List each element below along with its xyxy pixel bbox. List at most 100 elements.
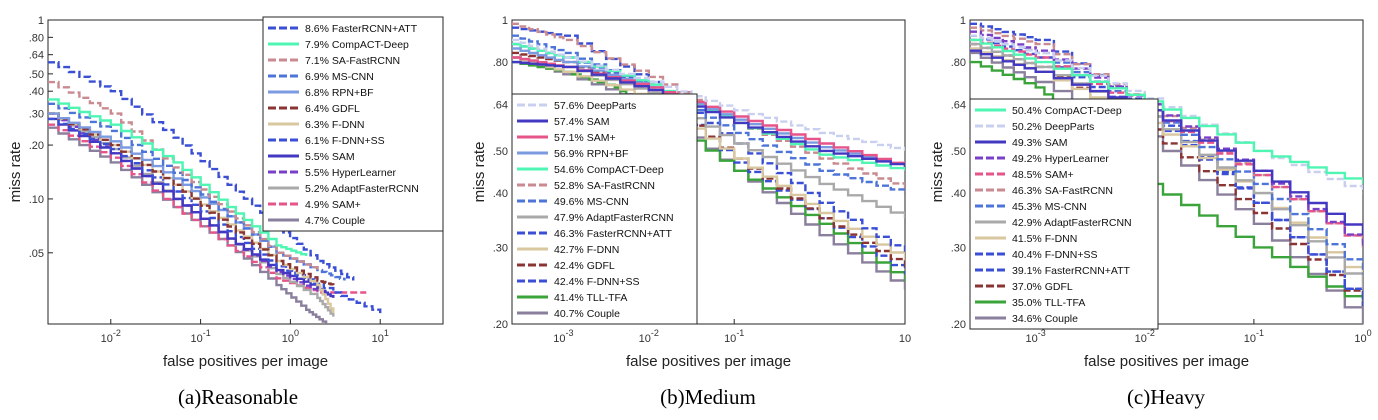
x-tick-label: 10-1 [1244, 328, 1264, 345]
x-tick-label: 10-3 [1026, 328, 1046, 345]
y-tick-label: .40 [493, 188, 508, 200]
legend-entry: 45.3% MS-CNN [1012, 201, 1087, 213]
legend-entry: 41.4% TLL-TFA [554, 292, 627, 304]
legend-entry: 42.4% F-DNN+SS [554, 276, 640, 288]
y-tick-label: .50 [29, 69, 44, 81]
legend-entry: 7.1% SA-FastRCNN [305, 55, 400, 67]
x-axis-label: false positives per image [163, 353, 328, 370]
legend-entry: 49.3% SAM [1012, 137, 1067, 149]
x-tick-label: 10-1 [724, 328, 744, 345]
series-line-fasterrcnn-att [48, 61, 355, 281]
legend-entry: 57.1% SAM+ [554, 132, 616, 144]
y-tick-label: .80 [29, 32, 44, 44]
legend-entry: 4.7% Couple [305, 215, 365, 227]
x-tick-label: 10-2 [101, 328, 121, 345]
x-tick-label: 100 [282, 328, 299, 345]
y-tick-label: .50 [493, 146, 508, 158]
legend-entry: 49.6% MS-CNN [554, 196, 629, 208]
y-tick-label: .80 [951, 57, 966, 69]
legend-entry: 41.5% F-DNN [1012, 233, 1077, 245]
y-axis-label: miss rate [7, 142, 24, 203]
legend-entry: 7.9% CompACT-Deep [305, 39, 409, 51]
y-tick-label: .30 [951, 242, 966, 254]
legend-entry: 52.8% SA-FastRCNN [554, 180, 655, 192]
legend-entry: 57.6% DeepParts [554, 100, 636, 112]
legend-entry: 48.5% SAM+ [1012, 169, 1074, 181]
y-tick-label: .30 [493, 242, 508, 254]
series-line-compact-deep [48, 98, 308, 256]
legend-entry: 37.0% GDFL [1012, 281, 1073, 293]
legend-entry: 40.4% F-DNN+SS [1012, 249, 1098, 261]
x-tick-label: 10-3 [553, 328, 573, 345]
y-tick-label: .50 [951, 146, 966, 158]
panel-caption: (b)Medium [660, 385, 756, 409]
legend-entry: 57.4% SAM [554, 116, 609, 128]
y-tick-label: .20 [493, 319, 508, 331]
legend-entry: 6.4% GDFL [305, 103, 360, 115]
legend-entry: 50.2% DeepParts [1012, 121, 1094, 133]
y-tick-label: .80 [493, 57, 508, 69]
y-tick-label: .64 [951, 99, 966, 111]
y-tick-label: .20 [29, 140, 44, 152]
x-axis-label: false positives per image [626, 353, 791, 370]
panel-caption: (a)Reasonable [178, 385, 298, 409]
legend-entry: 49.2% HyperLearner [1012, 153, 1109, 165]
legend-entry: 6.9% MS-CNN [305, 71, 374, 83]
panel-caption: (c)Heavy [1127, 385, 1206, 409]
legend-entry: 39.1% FasterRCNN+ATT [1012, 265, 1131, 277]
y-tick-label: 1 [38, 15, 44, 27]
legend-entry: 50.4% CompACT-Deep [1012, 105, 1122, 117]
series-line-ms-cnn [48, 102, 346, 281]
y-tick-label: .64 [29, 50, 44, 62]
legend-entry: 34.6% Couple [1012, 313, 1078, 325]
legend-box [511, 93, 698, 325]
legend-entry: 6.8% RPN+BF [305, 87, 374, 99]
legend-entry: 56.9% RPN+BF [554, 148, 628, 160]
legend-entry: 8.6% FasterRCNN+ATT [305, 23, 418, 35]
legend-entry: 6.3% F-DNN [305, 119, 365, 131]
legend-entry: 35.0% TLL-TFA [1012, 297, 1085, 309]
legend-entry: 54.6% CompACT-Deep [554, 164, 664, 176]
legend-entry: 5.2% AdaptFasterRCNN [305, 183, 419, 195]
x-tick-label: 10-2 [1135, 328, 1155, 345]
y-tick-label: .10 [29, 194, 44, 206]
y-tick-label: .20 [951, 319, 966, 331]
series-line-f-dnn-ss [48, 117, 382, 314]
legend-entry: 42.9% AdaptFasterRCNN [1012, 217, 1132, 229]
legend-entry: 42.4% GDFL [554, 260, 615, 272]
x-tick-label: 101 [372, 328, 389, 345]
y-axis-label: miss rate [929, 142, 946, 203]
legend-entry: 46.3% SA-FastRCNN [1012, 185, 1113, 197]
series-line-sam [48, 117, 335, 298]
x-tick-label: 10 [899, 333, 911, 345]
legend-entry: 4.9% SAM+ [305, 199, 361, 211]
x-tick-label: 100 [1354, 328, 1371, 345]
x-tick-label: 10-1 [190, 328, 210, 345]
panel-medium: 1 .80 .64 .50 .40 .30 .20 10-3 10-2 10-1 10 false p… [471, 15, 911, 409]
y-tick-label: .64 [493, 99, 508, 111]
legend-box [969, 98, 1159, 330]
legend-entry: 5.5% SAM [305, 151, 355, 163]
legend-entry: 46.3% FasterRCNN+ATT [554, 228, 673, 240]
y-tick-label: .40 [29, 86, 44, 98]
legend-entry: 6.1% F-DNN+SS [305, 135, 385, 147]
series-line-gdfl [48, 112, 335, 286]
legend-entry: 5.5% HyperLearner [305, 167, 397, 179]
x-tick-label: 10-2 [639, 328, 659, 345]
series-line-rpn-bf [48, 112, 319, 271]
series-line-sa-fastrcnn [48, 80, 319, 271]
y-tick-label: .40 [951, 188, 966, 200]
panel-reasonable: 1 .80 .64 .50 .40 .30 .20 .10 .05 10-2 10-1 100 101 f… [7, 15, 444, 409]
series-line-deepparts [970, 34, 1363, 194]
x-axis-label: false positives per image [1084, 353, 1249, 370]
y-axis-label: miss rate [471, 142, 488, 203]
y-tick-label: .30 [29, 109, 44, 121]
series-group [48, 61, 382, 324]
legend-entry: 42.7% F-DNN [554, 244, 619, 256]
legend-entry: 47.9% AdaptFasterRCNN [554, 212, 674, 224]
panel-heavy: 1 .80 .64 .50 .40 .30 .20 10-3 10-2 10-1 100 false … [929, 15, 1372, 409]
y-tick-label: 1 [960, 15, 966, 27]
y-tick-label: 1 [502, 15, 508, 27]
legend-entry: 40.7% Couple [554, 308, 620, 320]
